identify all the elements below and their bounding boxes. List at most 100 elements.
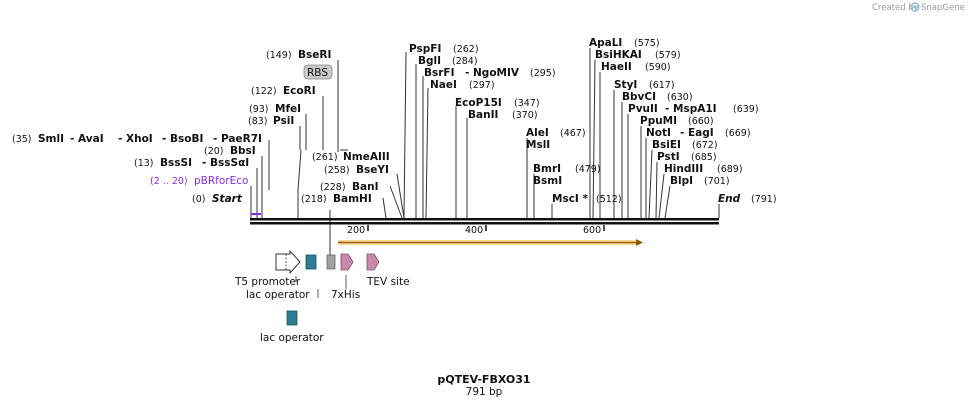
- enzyme-bseyi[interactable]: BseYI: [356, 164, 389, 176]
- enzyme-bgli[interactable]: BglI: [418, 55, 441, 67]
- enzyme-bbvci-pos: (630): [667, 92, 693, 103]
- t5-promoter-arrow-icon[interactable]: [275, 249, 301, 275]
- enzyme-naei[interactable]: NaeI: [430, 79, 457, 91]
- enzyme-haeii-pos: (590): [645, 62, 671, 73]
- lac-operator-box-1[interactable]: [305, 254, 317, 270]
- enzyme-mspa1i[interactable]: - MspA1I: [665, 103, 717, 115]
- enzyme-msli[interactable]: MslI: [526, 139, 550, 151]
- enzyme-psti[interactable]: PstI: [657, 151, 680, 163]
- enzyme-blpi-pos: (701): [704, 176, 730, 187]
- enzyme-alei[interactable]: AleI: [526, 127, 549, 139]
- enzyme-bmri[interactable]: BmrI: [533, 163, 561, 175]
- enzyme-bmri-pos: (479): [575, 164, 601, 175]
- ruler: 200 400 600: [347, 225, 605, 236]
- enzyme-paer7i[interactable]: - PaeR7I: [213, 133, 262, 145]
- enzyme-bbsi[interactable]: BbsI: [230, 145, 256, 157]
- enzyme-ecop15i-pos: (347): [514, 98, 540, 109]
- connector-bsiei: [648, 149, 653, 219]
- enzyme-ecop15i[interactable]: EcoP15I: [455, 97, 502, 109]
- enzyme-hindiii-pos: (689): [717, 164, 743, 175]
- enzyme-ppumi-pos: (660): [688, 116, 714, 127]
- enzyme-msci-pos: (512): [596, 194, 622, 205]
- enzyme-pspfi-pos: (262): [453, 44, 479, 55]
- enzyme-avai[interactable]: - AvaI: [70, 133, 104, 145]
- enzyme-eagi[interactable]: - EagI: [680, 127, 714, 139]
- lac-operator-box-2[interactable]: [286, 310, 298, 326]
- enzyme-apali-pos: (575): [634, 38, 660, 49]
- enzyme-nmeaiii[interactable]: NmeAIII: [343, 151, 390, 163]
- credit-text: Created by: [872, 3, 919, 13]
- primer-range: (2 .. 20): [150, 176, 188, 187]
- enzyme-ngomiv[interactable]: - NgoMIV: [465, 67, 520, 79]
- connector-bani: [382, 197, 387, 219]
- enzyme-apali[interactable]: ApaLI: [589, 37, 622, 49]
- enzyme-bamhi[interactable]: BamHI: [333, 193, 372, 205]
- connector-naei: [425, 87, 429, 219]
- enzyme-pvuii-pos: (639): [733, 104, 759, 115]
- backbone-bottom-strand: [250, 222, 719, 225]
- his-arrow-feature[interactable]: [340, 253, 354, 271]
- enzyme-connectors: [250, 48, 720, 248]
- enzyme-blpi[interactable]: BlpI: [670, 175, 693, 187]
- ruler-label-600: 600: [583, 225, 601, 236]
- enzyme-bsmi[interactable]: BsmI: [533, 175, 562, 187]
- enzyme-smli-pos: (35): [12, 134, 32, 145]
- enzyme-bsihkai[interactable]: BsiHKAI: [595, 49, 642, 61]
- enzyme-hindiii[interactable]: HindIII: [664, 163, 703, 175]
- enzyme-bseri[interactable]: BseRI: [298, 49, 331, 61]
- end-pos: (791): [751, 194, 777, 205]
- connector-bseyi: [389, 185, 403, 219]
- enzyme-bsrfi[interactable]: BsrFI: [424, 67, 455, 79]
- enzyme-psii[interactable]: PsiI: [273, 115, 294, 127]
- enzyme-bbsi-pos: (20): [204, 146, 224, 157]
- rbs-feature-box[interactable]: [303, 64, 333, 80]
- enzyme-mfei-pos: (93): [249, 104, 269, 115]
- enzyme-haeii[interactable]: HaeII: [601, 61, 632, 73]
- enzyme-psti-pos: (685): [691, 152, 717, 163]
- enzyme-noti[interactable]: NotI: [646, 127, 671, 139]
- enzyme-bsrfi-pos: (295): [530, 68, 556, 79]
- ruler-label-200: 200: [347, 225, 365, 236]
- enzyme-msci[interactable]: MscI *: [552, 193, 588, 205]
- enzyme-bsihkai-pos: (579): [655, 50, 681, 61]
- enzyme-ecori[interactable]: EcoRI: [283, 85, 316, 97]
- primer-label[interactable]: pBRforEco: [194, 175, 248, 187]
- enzyme-bseri-pos: (149): [266, 50, 292, 61]
- enzyme-xhoi[interactable]: - XhoI: [118, 133, 153, 145]
- orf-arrow[interactable]: [338, 239, 643, 246]
- enzyme-psii-pos: (83): [248, 116, 268, 127]
- rbs-label: RBS: [307, 67, 328, 79]
- connector-hindiii: [658, 173, 665, 219]
- enzyme-bamhi-pos: (218): [301, 194, 327, 205]
- end-label: End: [718, 193, 741, 205]
- his-tag-box[interactable]: [326, 254, 336, 270]
- enzyme-bani[interactable]: BanI: [352, 181, 378, 193]
- connector-psti: [655, 161, 658, 219]
- enzyme-banii[interactable]: BanII: [468, 109, 498, 121]
- enzyme-bsobi[interactable]: - BsoBI: [162, 133, 203, 145]
- enzyme-bsiei-pos: (672): [692, 140, 718, 151]
- enzyme-styi[interactable]: StyI: [614, 79, 637, 91]
- enzyme-pvuii[interactable]: PvuII: [628, 103, 658, 115]
- enzyme-banii-pos: (370): [512, 110, 538, 121]
- t5-promoter-label: T5 promoter: [234, 276, 301, 288]
- enzyme-smli[interactable]: SmlI: [38, 133, 64, 145]
- start-pos: (0): [192, 194, 205, 205]
- enzyme-bbvci[interactable]: BbvCI: [622, 91, 656, 103]
- his-tag-label: 7xHis: [331, 289, 360, 301]
- enzyme-bsssi-pos: (13): [134, 158, 154, 169]
- plasmid-name: pQTEV-FBXO31: [437, 373, 530, 386]
- enzyme-ppumi[interactable]: PpuMI: [640, 115, 677, 127]
- enzyme-nmeaiii-pos: (261): [312, 152, 338, 163]
- enzyme-bgli-pos: (284): [452, 56, 478, 67]
- connector-blpi: [664, 185, 671, 219]
- plasmid-length: 791 bp: [466, 386, 503, 398]
- connector-pspfi: [403, 51, 407, 219]
- enzyme-bsiei[interactable]: BsiEI: [652, 139, 681, 151]
- enzyme-pspfi[interactable]: PspFI: [409, 43, 441, 55]
- enzyme-bsssi[interactable]: BssSI: [160, 157, 192, 169]
- enzyme-mfei[interactable]: MfeI: [275, 103, 301, 115]
- enzyme-bsssalphai[interactable]: - BssSαI: [202, 157, 249, 169]
- tev-site-arrow[interactable]: [366, 253, 380, 271]
- snapgene-logo-icon: [910, 2, 920, 12]
